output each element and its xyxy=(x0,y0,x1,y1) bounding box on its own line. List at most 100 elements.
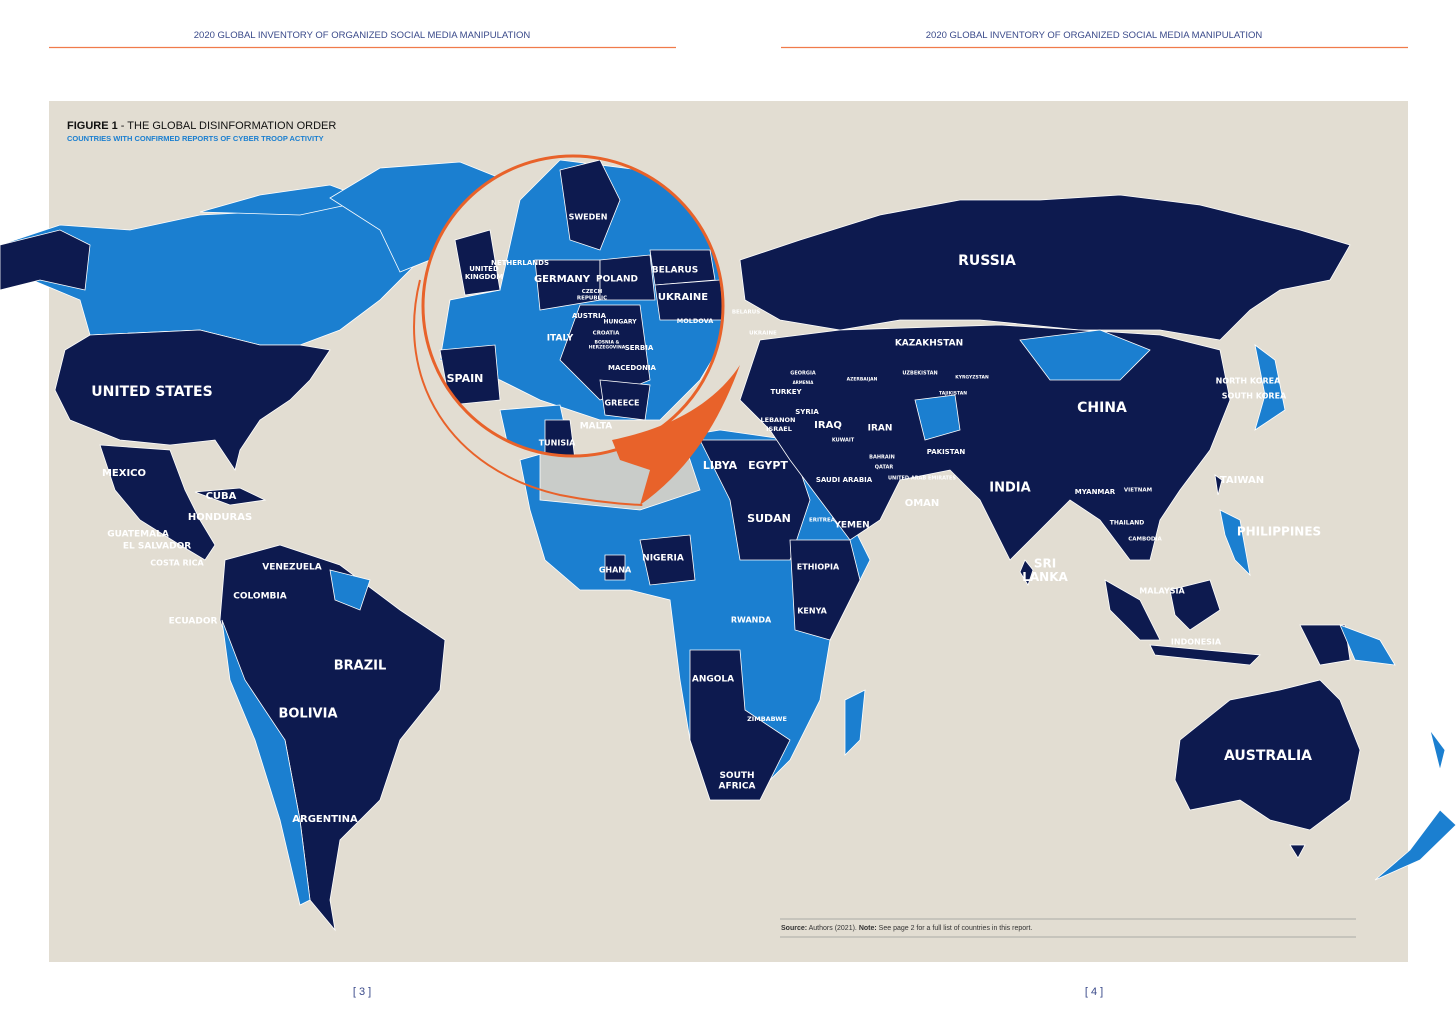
zoom-europe xyxy=(423,156,723,456)
figure-title-bold: FIGURE 1 xyxy=(67,120,118,132)
country-label: CZECH REPUBLIC xyxy=(577,288,607,300)
country-label: LEBANON xyxy=(761,416,796,424)
country-label-line: SRI xyxy=(1034,556,1056,570)
country-label: ISRAEL xyxy=(766,425,792,433)
country-label: NIGERIA xyxy=(642,554,684,564)
country-label: KAZAKHSTAN xyxy=(895,339,963,349)
country-label-line: UNITED xyxy=(469,265,499,273)
zoom-circle xyxy=(421,154,725,458)
country-label: SOUTH AFRICA xyxy=(719,771,756,791)
country-label: BELARUS xyxy=(732,310,760,316)
header-left: 2020 GLOBAL INVENTORY OF ORGANIZED SOCIA… xyxy=(194,30,531,41)
country-label: GHANA xyxy=(599,566,632,575)
country-label: ITALY xyxy=(547,334,574,344)
country-label: IRAQ xyxy=(814,420,842,431)
country-label: ARMENIA xyxy=(793,380,815,385)
country-label: MALTA xyxy=(580,422,613,432)
country-label: SOUTH KOREA xyxy=(1222,392,1287,401)
country-label: IRAN xyxy=(868,424,893,434)
country-label: CAMBODIA xyxy=(1128,537,1162,543)
country-label: MALAYSIA xyxy=(1139,587,1185,596)
country-label: SRI LANKA xyxy=(1022,556,1068,584)
country-label-line: HERZEGOVINA xyxy=(589,344,626,350)
country-label: PAKISTAN xyxy=(927,448,966,456)
country-label: SUDAN xyxy=(747,512,791,525)
country-label: RUSSIA xyxy=(958,253,1016,269)
page-number: [ 4 ] xyxy=(1085,986,1103,998)
country-label: GERMANY xyxy=(534,274,591,285)
country-label: SERBIA xyxy=(625,344,654,352)
country-label: LIBYA xyxy=(703,459,738,472)
country-label: EGYPT xyxy=(748,459,788,472)
country-label: NETHERLANDS xyxy=(491,259,549,267)
country-label: THAILAND xyxy=(1110,520,1144,527)
zoom-arc xyxy=(413,279,643,506)
country-label-line: CZECH xyxy=(582,288,603,294)
country-label: KUWAIT xyxy=(832,438,855,444)
country-label: GREECE xyxy=(605,399,640,408)
country-label: ZIMBABWE xyxy=(747,715,787,723)
source-label: Source: xyxy=(781,925,807,932)
country-label: ERITREA xyxy=(809,518,836,524)
country-labels: RUSSIA UNITED STATES CHINA KAZAKHSTAN INDIA A… xyxy=(91,213,1321,826)
zoom-arrow xyxy=(612,365,740,505)
country-label: NORTH KOREA xyxy=(1216,377,1282,386)
header-right: 2020 GLOBAL INVENTORY OF ORGANIZED SOCIA… xyxy=(926,30,1263,41)
country-label: MEXICO xyxy=(102,468,146,479)
country-label: CHINA xyxy=(1077,400,1127,416)
country-label: ETHIOPIA xyxy=(797,563,840,572)
country-label: ARGENTINA xyxy=(292,814,358,825)
country-label: ANGOLA xyxy=(692,675,734,685)
country-label: BOSNIA & HERZEGOVINA xyxy=(589,339,626,350)
country-label: EL SALVADOR xyxy=(123,542,191,552)
country-label: TAIWAN xyxy=(1220,475,1264,486)
country-label: COLOMBIA xyxy=(233,592,286,602)
country-label: GEORGIA xyxy=(790,371,816,377)
country-label: UNITED ARAB EMIRATES xyxy=(888,476,956,482)
country-label: AUSTRALIA xyxy=(1224,748,1312,764)
country-label: ECUADOR xyxy=(169,617,218,627)
country-label: UNITED KINGDOM xyxy=(465,265,503,281)
country-label: KENYA xyxy=(797,607,827,616)
country-label: TAJIKISTAN xyxy=(939,391,967,397)
country-label: GUATEMALA xyxy=(107,530,169,540)
country-label: SYRIA xyxy=(795,408,819,416)
country-label: SPAIN xyxy=(447,372,484,385)
country-label: HUNGARY xyxy=(603,319,637,326)
country-label: COSTA RICA xyxy=(150,559,204,568)
figure-title-rest: - THE GLOBAL DISINFORMATION ORDER xyxy=(118,120,337,132)
country-label: OMAN xyxy=(905,498,940,509)
land xyxy=(0,161,1456,932)
country-label-line: REPUBLIC xyxy=(577,295,607,301)
figure-subtitle: COUNTRIES WITH CONFIRMED REPORTS OF CYBE… xyxy=(67,134,324,143)
country-label: BELARUS xyxy=(652,266,698,276)
country-label-line: AFRICA xyxy=(719,781,756,791)
country-label: RWANDA xyxy=(731,616,772,625)
country-label-line: LANKA xyxy=(1022,570,1068,584)
note-label: Note: xyxy=(859,925,877,932)
page-number: [ 3 ] xyxy=(353,986,371,998)
figure-title: FIGURE 1 - THE GLOBAL DISINFORMATION ORD… xyxy=(67,120,336,132)
country-label: INDONESIA xyxy=(1171,638,1222,647)
country-label: YEMEN xyxy=(833,521,869,531)
country-label: SWEDEN xyxy=(569,213,608,222)
country-label: UNITED STATES xyxy=(91,384,212,400)
country-label: BOLIVIA xyxy=(278,707,337,722)
country-label: CROATIA xyxy=(593,331,620,337)
country-label: VIETNAM xyxy=(1124,488,1152,494)
country-label: MYANMAR xyxy=(1075,488,1116,496)
country-label: UZBEKISTAN xyxy=(902,371,937,377)
country-label: POLAND xyxy=(596,275,638,285)
country-label-line: SOUTH xyxy=(719,771,754,781)
country-label: MACEDONIA xyxy=(608,364,657,372)
country-label: AZERBAIJAN xyxy=(847,377,878,383)
country-label: HONDURAS xyxy=(188,512,252,523)
country-label: TURKEY xyxy=(770,388,802,396)
country-label-line: KINGDOM xyxy=(465,273,503,281)
country-label: KYRGYZSTAN xyxy=(955,375,989,381)
country-label: BRAZIL xyxy=(334,659,387,674)
country-label: AUSTRIA xyxy=(572,312,607,320)
country-label: CUBA xyxy=(206,491,237,502)
